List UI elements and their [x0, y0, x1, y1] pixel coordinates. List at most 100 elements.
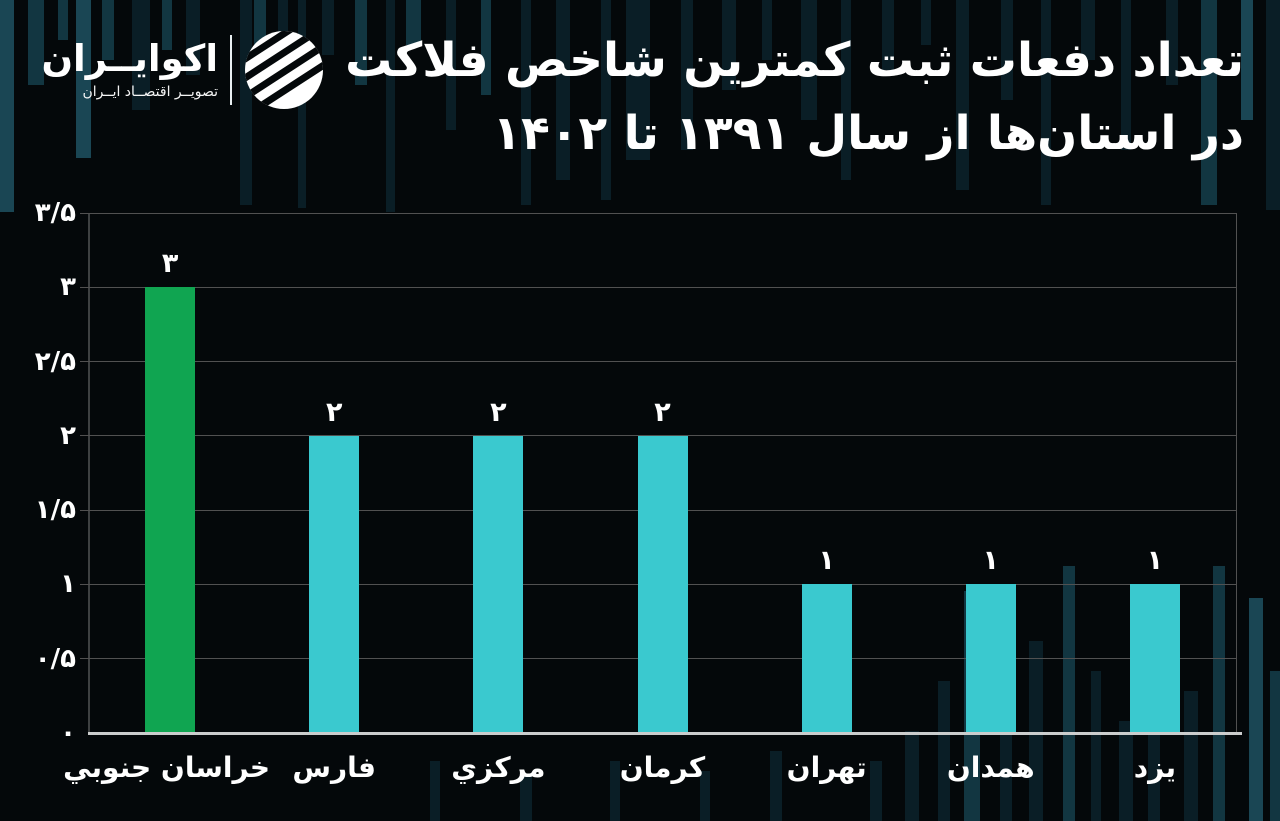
decor-top-bar-23 [722, 0, 736, 90]
y-tick-label-3: ۳ [60, 272, 76, 303]
x-label-1: فارس [292, 751, 376, 784]
decor-top-bar-28 [921, 0, 931, 45]
decor-top-bar-31 [1041, 0, 1051, 205]
decor-top-bar-1 [28, 0, 44, 85]
decor-bottom-bar-0 [430, 761, 440, 821]
logo-brand-name: اکوایــران [41, 37, 218, 80]
decor-bottom-bar-10 [1029, 641, 1043, 821]
decor-top-bar-37 [1266, 0, 1280, 210]
decor-top-bar-7 [186, 0, 200, 75]
decor-bottom-bar-2 [610, 761, 620, 821]
y-axis-tick-labels: ۳/۵ ۳ ۲/۵ ۲ ۱/۵ ۱ ۰/۵ ۰ [14, 198, 76, 748]
decor-bottom-bar-11 [1063, 566, 1075, 821]
y-tick-label-0: ۰ [60, 718, 76, 748]
decor-top-bar-20 [601, 0, 611, 200]
decor-bottom-bar-4 [770, 751, 782, 821]
gridline-y-2.5 [80, 361, 1237, 363]
decor-top-bar-32 [1081, 0, 1095, 60]
decor-bottom-bar-12 [1091, 671, 1101, 821]
decor-bottom-bar-6 [905, 731, 919, 821]
decor-top-bar-30 [1001, 0, 1013, 100]
y-tick-label-1.5: ۱/۵ [34, 495, 76, 526]
decor-top-bar-33 [1121, 0, 1131, 150]
bar-0 [145, 287, 196, 733]
gridline-y-3.5 [80, 212, 1237, 214]
decor-top-bar-21 [626, 0, 650, 160]
decor-top-bar-12 [322, 0, 334, 55]
decor-top-bar-27 [882, 0, 894, 70]
decor-top-bar-19 [556, 0, 570, 180]
chart-title: تعداد دفعات ثبت کمترین شاخص فلاکت در است… [345, 24, 1244, 170]
decor-top-bar-35 [1201, 0, 1217, 205]
gridline-y-2 [80, 435, 1237, 437]
decor-top-bar-26 [841, 0, 851, 180]
decor-top-bar-4 [102, 0, 114, 60]
decor-bottom-bar-17 [1249, 598, 1263, 821]
decor-top-bar-25 [801, 0, 817, 120]
bar-1 [309, 435, 360, 733]
decor-top-bar-15 [406, 0, 421, 45]
bar-value-label-0: ۳ [161, 248, 179, 280]
decor-bottom-bar-7 [938, 681, 950, 821]
logo-tagline: تصویــر اقتصــاد ایــران [82, 84, 218, 100]
decor-top-bar-0 [0, 0, 14, 212]
y-tick-label-0.5: ۰/۵ [34, 643, 76, 674]
decor-bottom-bar-18 [1270, 671, 1280, 821]
bar-4 [801, 584, 852, 733]
plot-right-border [1236, 213, 1237, 733]
decor-top-bar-2 [58, 0, 68, 40]
decor-top-bar-13 [355, 0, 367, 85]
x-label-6: یزد [1133, 751, 1177, 784]
x-label-5: همدان [946, 751, 1035, 784]
decor-bottom-bar-15 [1184, 691, 1198, 821]
bar-value-label-6: ۱ [1146, 545, 1164, 577]
bar-chart-plot-area: ۳ ۲ ۲ ۲ ۱ ۱ ۱ [80, 212, 1242, 735]
gridline-y-3 [80, 286, 1237, 288]
y-tick-label-2.5: ۲/۵ [34, 346, 76, 377]
bar-5 [965, 584, 1016, 733]
y-axis-line [88, 213, 90, 733]
decor-top-bar-17 [481, 0, 491, 95]
decor-top-bar-5 [132, 0, 150, 110]
decor-top-bar-18 [521, 0, 531, 205]
decor-top-bar-36 [1241, 0, 1253, 120]
bar-value-label-1: ۲ [325, 396, 343, 428]
bar-2 [473, 435, 524, 733]
ecoiran-logo: اکوایــران تصویــر اقتصــاد ایــران [41, 30, 324, 110]
x-label-4: تهران [786, 751, 867, 784]
decor-top-bar-24 [762, 0, 772, 60]
bar-value-label-3: ۲ [654, 396, 671, 428]
decor-top-bar-3 [76, 0, 91, 158]
decor-bottom-bar-1 [520, 776, 532, 821]
decor-top-bar-16 [446, 0, 456, 130]
chart-title-line1: تعداد دفعات ثبت کمترین شاخص فلاکت [345, 33, 1244, 88]
decor-bottom-bar-16 [1213, 566, 1225, 821]
x-label-0: خراسان جنوبي [63, 751, 271, 784]
x-axis-category-labels: خراسان جنوبي فارس مرکزي کرمان تهران همدان یزد [63, 748, 1237, 794]
x-axis-baseline [88, 732, 1242, 735]
logo-separator-line [230, 35, 232, 105]
bar-3 [637, 435, 688, 733]
decor-top-bar-14 [386, 0, 395, 212]
decor-top-bar-29 [956, 0, 969, 190]
decor-bottom-bar-5 [870, 761, 882, 821]
x-label-3: کرمان [619, 751, 706, 784]
decor-bottom-bar-3 [700, 771, 710, 821]
bar-6 [1129, 584, 1180, 733]
decor-top-bar-8 [240, 0, 252, 205]
bar-value-label-2: ۲ [490, 396, 507, 428]
x-label-2: مرکزي [451, 751, 546, 784]
ecoiran-globe-icon [244, 30, 324, 110]
logo-text-block: اکوایــران تصویــر اقتصــاد ایــران [41, 37, 218, 102]
decor-bottom-bar-13 [1119, 721, 1133, 821]
chart-title-line2: در استان‌ها از سال ۱۳۹۱ تا ۱۴۰۲ [492, 106, 1245, 161]
bar-value-label-4: ۱ [818, 545, 835, 577]
decor-top-bar-22 [681, 0, 693, 150]
decor-top-bar-34 [1166, 0, 1178, 85]
decor-top-bar-6 [162, 0, 172, 50]
y-tick-label-3.5: ۳/۵ [34, 198, 76, 228]
bar-value-label-5: ۱ [982, 545, 1000, 577]
y-tick-label-1: ۱ [60, 569, 76, 600]
decor-bottom-bar-9 [1000, 711, 1012, 821]
